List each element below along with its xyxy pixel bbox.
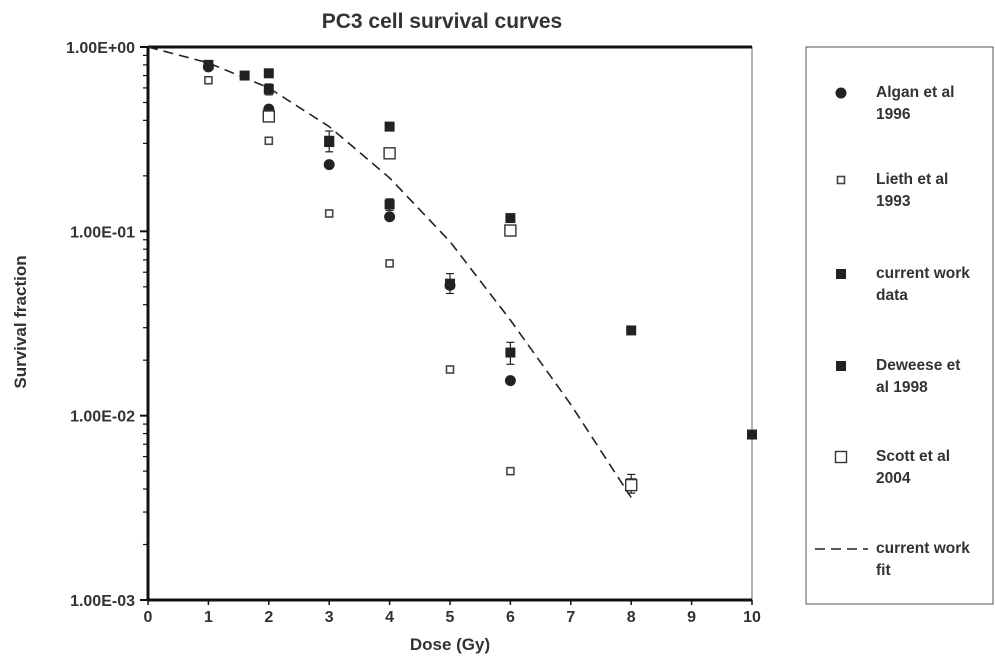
chart-title: PC3 cell survival curves [322,10,563,33]
x-tick-label: 4 [385,609,394,626]
y-tick-label: 1.00E-02 [70,409,135,426]
y-tick-label: 1.00E+00 [66,40,135,57]
legend-label-scott-et-al-2004: Scott et al [876,448,950,465]
lieth-et-al-1993-point [445,365,455,374]
deweese-et-al-1998-point [324,135,335,146]
algan-et-al-1996-point [384,211,396,223]
legend-label-current-work-fit: current work [876,540,970,557]
current-work-data-point [203,59,214,70]
scott-et-al-2004-point [625,478,638,492]
scott-et-al-2004-point [262,110,275,123]
legend-label-algan-et-al-1996: Algan et al [876,84,954,101]
x-tick-label: 1 [204,609,213,626]
scott-et-al-2004-point [504,224,517,237]
legend-label-lieth-et-al-1993: 1993 [876,193,911,210]
legend-swatch-deweese-et-al-1998 [836,361,846,371]
current-work-fit-line [147,46,632,498]
x-tick-label: 8 [627,609,636,626]
legend-label-deweese-et-al-1998: Deweese et [876,357,960,374]
legend-label-scott-et-al-2004: 2004 [876,470,911,487]
plot-area: 0 1 2 3 4 5 6 7 8 9 10 1.00E-03 1.00E-02 1.00E-01 1.00… [66,40,761,626]
algan-et-al-1996-point [323,159,335,171]
lieth-et-al-1993-point [506,466,515,476]
legend-swatch-scott-et-al-2004 [834,450,848,464]
current-work-data-point [445,278,455,289]
x-tick-label: 7 [566,609,575,626]
legend-swatch-algan-et-al-1996 [835,87,847,99]
legend: Algan et al 1996 Lieth et al 1993 current wo… [805,46,994,605]
lieth-et-al-1993-point [385,259,394,268]
x-tick-label: 3 [325,609,334,626]
legend-label-current-work-data: current work [876,265,970,282]
deweese-et-al-1998-point [384,121,395,132]
current-work-data-point [384,199,395,210]
x-tick-label: 2 [264,609,273,626]
current-work-data-point [505,347,516,358]
legend-label-current-work-fit: fit [876,562,891,579]
y-tick-label: 1.00E-01 [70,224,135,241]
y-tick-label: 1.00E-03 [70,593,135,610]
legend-frame [805,46,994,605]
x-tick-label: 9 [687,609,696,626]
current-work-data-point [263,84,274,95]
x-tick-label: 0 [144,609,153,626]
x-tick-label: 10 [743,609,761,626]
deweese-et-al-1998-point [505,213,516,224]
legend-label-algan-et-al-1996: 1996 [876,106,911,123]
lieth-et-al-1993-point [324,209,334,218]
scott-et-al-2004-point [383,147,396,160]
deweese-et-al-1998-point [239,70,250,81]
deweese-et-al-1998-point [747,429,757,440]
x-axis-label: Dose (Gy) [410,635,490,654]
deweese-et-al-1998-point [626,325,637,336]
legend-label-lieth-et-al-1993: Lieth et al [876,171,948,188]
legend-swatch-lieth-et-al-1993 [836,175,846,185]
algan-et-al-1996-point [504,375,516,387]
deweese-et-al-1998-point [263,68,274,79]
plot-frame [147,46,753,601]
legend-label-current-work-data: data [876,287,908,304]
y-axis-label: Survival fraction [11,255,30,388]
lieth-et-al-1993-point [264,136,274,146]
x-tick-label: 5 [446,609,455,626]
x-tick-label: 6 [506,609,515,626]
legend-swatch-current-work-data [836,269,846,279]
legend-label-deweese-et-al-1998: al 1998 [876,379,928,396]
lieth-et-al-1993-point [204,75,213,85]
